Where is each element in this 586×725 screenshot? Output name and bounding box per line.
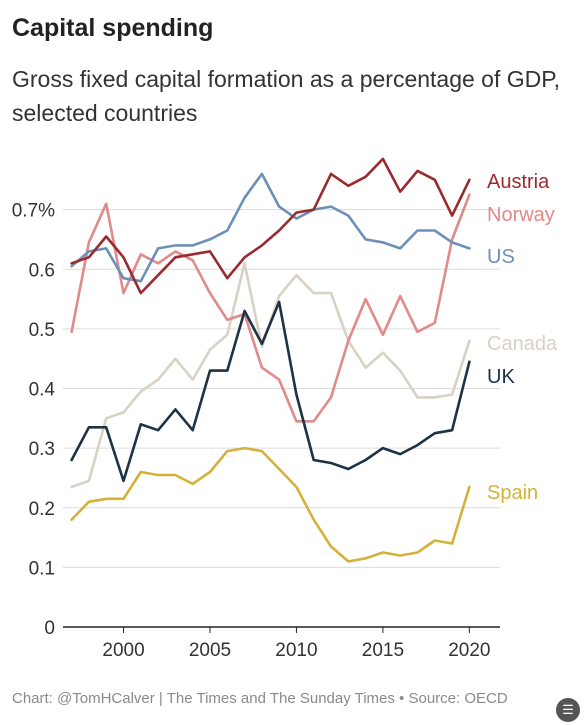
series-label-spain: Spain: [487, 482, 538, 504]
series-line-spain: [70, 446, 471, 563]
chart-subtitle: Gross fixed capital formation as a perce…: [12, 66, 561, 126]
y-axis-ticks: 0 0.1 0.2 0.3 0.4 0.5 0.6 0.7%: [12, 201, 56, 639]
x-tick-label: 2015: [362, 640, 404, 661]
y-tick-label: 0.6: [29, 260, 55, 281]
x-tick-label: 2005: [189, 640, 231, 661]
series-label-austria: Austria: [487, 171, 550, 193]
y-tick-label: 0.2: [29, 499, 55, 520]
y-tick-label: 0.1: [29, 558, 55, 579]
source-footer: Chart: @TomHCalver | The Times and The S…: [12, 690, 508, 707]
series-line-austria: [70, 157, 471, 295]
series-lines: [70, 157, 471, 563]
series-line-us: [70, 172, 471, 283]
series-label-uk: UK: [487, 366, 515, 388]
chart-title: Capital spending: [12, 14, 214, 42]
x-axis-ticks: 2000 2005 2010 2015 2020: [102, 627, 490, 661]
y-tick-label: 0.4: [29, 380, 56, 401]
x-tick-label: 2020: [448, 640, 490, 661]
y-tick-label: 0.5: [29, 320, 55, 341]
series-line-uk: [70, 300, 471, 483]
x-tick-label: 2010: [275, 640, 317, 661]
y-tick-label: 0: [44, 618, 55, 639]
series-line-norway: [70, 193, 471, 423]
series-label-norway: Norway: [487, 204, 555, 226]
y-tick-label: 0.3: [29, 439, 55, 460]
series-labels: Austria Norway US Canada UK Spain: [487, 171, 558, 504]
y-tick-label: 0.7%: [12, 201, 55, 222]
chat-bubble-icon[interactable]: ☰: [556, 698, 580, 722]
series-label-us: US: [487, 246, 515, 268]
series-label-canada: Canada: [487, 333, 558, 355]
x-tick-label: 2000: [102, 640, 144, 661]
gridlines: [63, 209, 500, 628]
